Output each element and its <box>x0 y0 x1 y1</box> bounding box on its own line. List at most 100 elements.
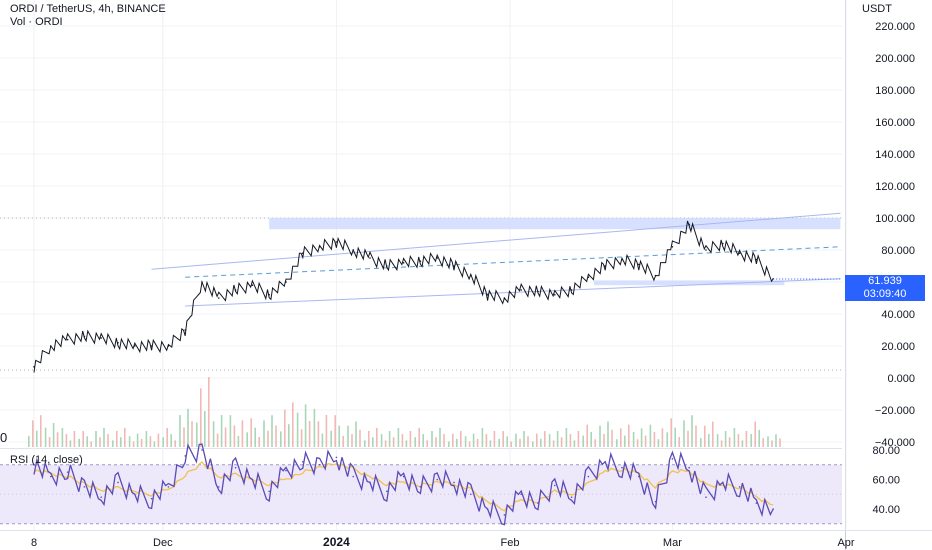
price-point <box>234 289 237 291</box>
volume-bar <box>519 438 521 447</box>
volume-bar <box>208 377 210 447</box>
volume-bar <box>82 431 84 447</box>
volume-bar <box>355 421 357 447</box>
volume-bar <box>476 438 479 447</box>
volume-bar <box>78 438 80 447</box>
price-point <box>587 276 590 279</box>
rsi-point <box>251 478 254 481</box>
volume-indicator-label[interactable]: Vol · ORDI <box>10 16 63 28</box>
rsi-tick-label: 60.00 <box>872 475 900 487</box>
rsi-point <box>470 493 472 496</box>
price-point <box>184 329 186 331</box>
volume-bar <box>342 435 344 447</box>
volume-bar <box>737 434 740 447</box>
price-tick-label: 40.000 <box>881 309 915 321</box>
volume-bar <box>86 436 88 447</box>
price-point <box>285 281 287 283</box>
volume-bar <box>456 438 458 447</box>
price-point <box>503 297 506 299</box>
rsi-point <box>66 471 69 473</box>
rsi-point <box>285 469 287 472</box>
volume-bar <box>640 428 643 447</box>
volume-bar <box>460 431 462 447</box>
rsi-point <box>604 461 606 463</box>
volume-bar <box>624 435 626 447</box>
volume-bar <box>510 441 512 447</box>
volume-bar <box>724 431 727 447</box>
volume-bar <box>90 441 92 447</box>
rsi-point <box>50 475 52 478</box>
rsi-point <box>184 455 186 457</box>
rsi-tick-label: 80.00 <box>872 445 900 457</box>
volume-bar <box>695 425 697 447</box>
currency-label[interactable]: USDT <box>862 3 892 15</box>
volume-bar <box>216 433 219 447</box>
price-point <box>436 257 439 259</box>
time-tick-label: Feb <box>501 537 520 549</box>
volume-bar <box>700 438 702 447</box>
volume-bar <box>250 418 252 447</box>
volume-bar <box>548 434 551 447</box>
volume-bar <box>636 439 639 447</box>
volume-bar <box>241 420 244 447</box>
volume-bar <box>32 420 34 447</box>
volume-bar <box>359 429 361 447</box>
volume-bar <box>233 425 236 447</box>
rsi-point <box>167 486 170 488</box>
rsi-point <box>218 486 220 488</box>
channel-trendline <box>151 212 841 270</box>
volume-bar <box>200 388 202 447</box>
volume-bar <box>95 431 97 447</box>
volume-edge-label: 0 <box>0 430 8 445</box>
price-point <box>570 289 573 291</box>
volume-bar <box>397 427 400 447</box>
volume-bar <box>435 437 437 447</box>
volume-bar <box>162 437 164 447</box>
volume-bar <box>99 437 101 447</box>
volume-bar <box>149 436 152 447</box>
volume-bar <box>620 428 622 447</box>
volume-bar <box>745 431 748 447</box>
price-point <box>352 249 355 251</box>
volume-bar <box>632 431 635 447</box>
symbol-title[interactable]: ORDI / TetherUS, 4h, BINANCE <box>10 3 166 15</box>
rsi-point <box>318 463 321 466</box>
price-point <box>537 290 539 293</box>
volume-bar <box>405 440 408 447</box>
volume-bar <box>661 428 664 447</box>
volume-bar <box>644 435 647 447</box>
price-point <box>722 242 724 245</box>
volume-bar <box>191 421 193 447</box>
volume-bar <box>452 433 454 447</box>
price-point <box>554 294 556 296</box>
rsi-point <box>33 463 35 466</box>
volume-bar <box>267 430 269 447</box>
price-tick-label: 200.000 <box>875 53 915 65</box>
price-point <box>167 345 170 347</box>
volume-bar <box>28 435 30 447</box>
volume-bar <box>573 440 576 447</box>
rsi-indicator-label[interactable]: RSI (14, close) <box>10 454 83 466</box>
price-point <box>117 342 119 344</box>
volume-bar <box>431 431 433 447</box>
volume-bar <box>313 408 316 447</box>
price-tick-label: 120.000 <box>875 181 915 193</box>
volume-bar <box>330 430 332 447</box>
rsi-point <box>117 481 119 484</box>
volume-bar <box>720 440 723 447</box>
volume-bar <box>754 421 756 447</box>
volume-bar <box>771 440 773 447</box>
volume-bar <box>65 434 68 447</box>
price-point <box>100 337 102 339</box>
price-tick-label: −20.000 <box>875 405 915 417</box>
volume-bar <box>347 425 349 447</box>
volume-bar <box>73 431 76 447</box>
volume-bar <box>767 436 769 447</box>
volume-bar <box>112 440 114 447</box>
volume-bar <box>124 427 126 447</box>
volume-bar <box>258 436 260 447</box>
volume-bar <box>674 427 676 447</box>
price-point <box>621 258 623 261</box>
price-point <box>738 252 741 254</box>
